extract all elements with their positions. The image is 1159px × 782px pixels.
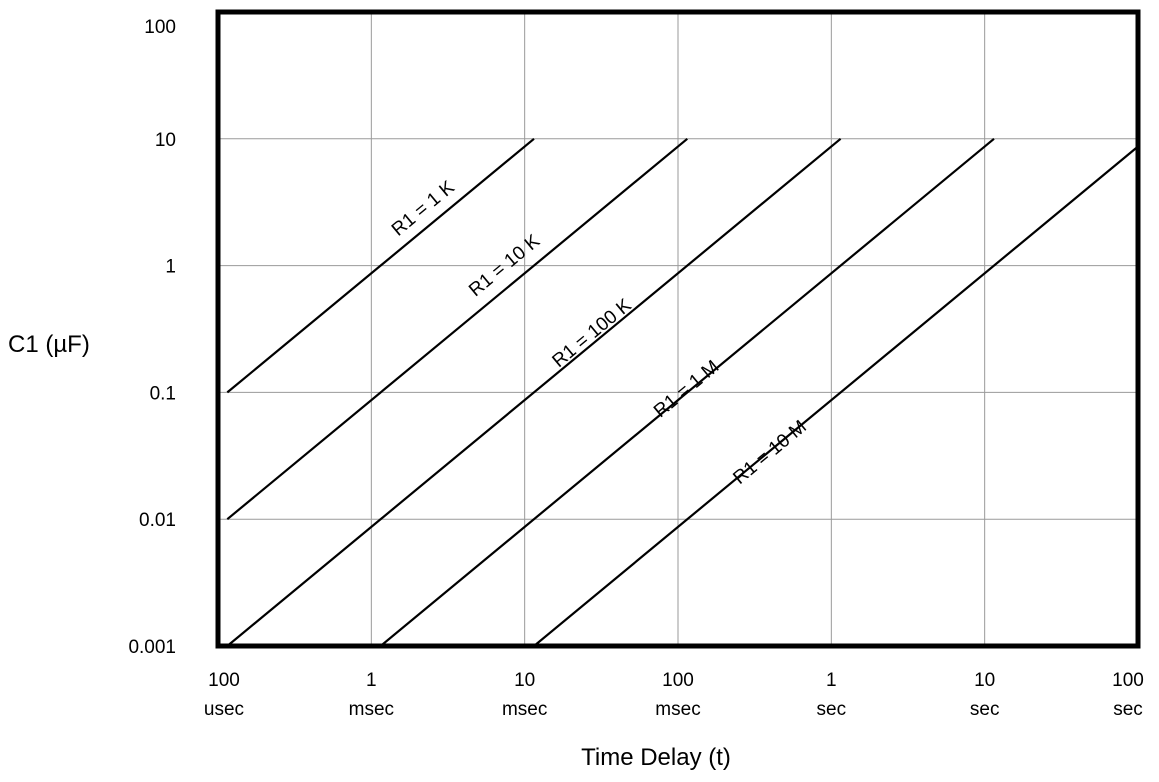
x-tick-value: 1	[366, 670, 377, 691]
x-tick-label: 100 usec	[204, 670, 244, 720]
series-lines	[226, 137, 1139, 647]
series-label: R1 = 10 M	[729, 416, 810, 488]
x-tick-labels: 100 usec 1 msec 10 msec 100 msec 1 sec 10 sec 100 sec	[204, 670, 1144, 720]
grid	[217, 11, 1139, 647]
y-tick-label: 0.01	[139, 510, 176, 531]
x-tick-unit: sec	[817, 699, 847, 720]
x-tick-label: 10 sec	[970, 670, 1000, 720]
plot-frame	[215, 9, 1141, 649]
y-tick-label: 0.1	[150, 383, 176, 404]
x-tick-unit: msec	[655, 699, 700, 720]
y-tick-label: 0.001	[128, 637, 176, 658]
series-line-2	[226, 137, 842, 647]
y-tick-label: 100	[144, 17, 176, 38]
y-axis-label: C1 (µF)	[8, 331, 90, 358]
x-tick-unit: sec	[970, 699, 1000, 720]
x-tick-label: 10 msec	[502, 670, 547, 720]
series-label: R1 = 1 M	[650, 356, 723, 422]
x-tick-label: 1 msec	[349, 670, 394, 720]
y-tick-label: 10	[155, 130, 176, 151]
y-tick-label: 1	[165, 257, 176, 278]
x-tick-unit: sec	[1113, 699, 1143, 720]
x-tick-unit: usec	[204, 699, 244, 720]
x-tick-value: 100	[1112, 670, 1144, 691]
x-tick-label: 100 msec	[655, 670, 700, 720]
series-line-4	[533, 145, 1139, 647]
x-tick-value: 100	[662, 670, 694, 691]
y-tick-labels: 100 10 1 0.1 0.01 0.001	[128, 17, 176, 658]
series-label: R1 = 100 K	[549, 295, 636, 372]
x-tick-label: 100 sec	[1112, 670, 1144, 720]
x-tick-unit: msec	[349, 699, 394, 720]
x-axis-label: Time Delay (t)	[581, 744, 731, 771]
x-tick-value: 10	[514, 670, 535, 691]
x-tick-value: 1	[826, 670, 837, 691]
series-line-3	[379, 137, 995, 647]
x-tick-value: 100	[208, 670, 240, 691]
series-line-0	[226, 137, 535, 394]
x-tick-value: 10	[974, 670, 995, 691]
x-tick-unit: msec	[502, 699, 547, 720]
series-line-1	[226, 137, 689, 521]
x-tick-label: 1 sec	[817, 670, 847, 720]
